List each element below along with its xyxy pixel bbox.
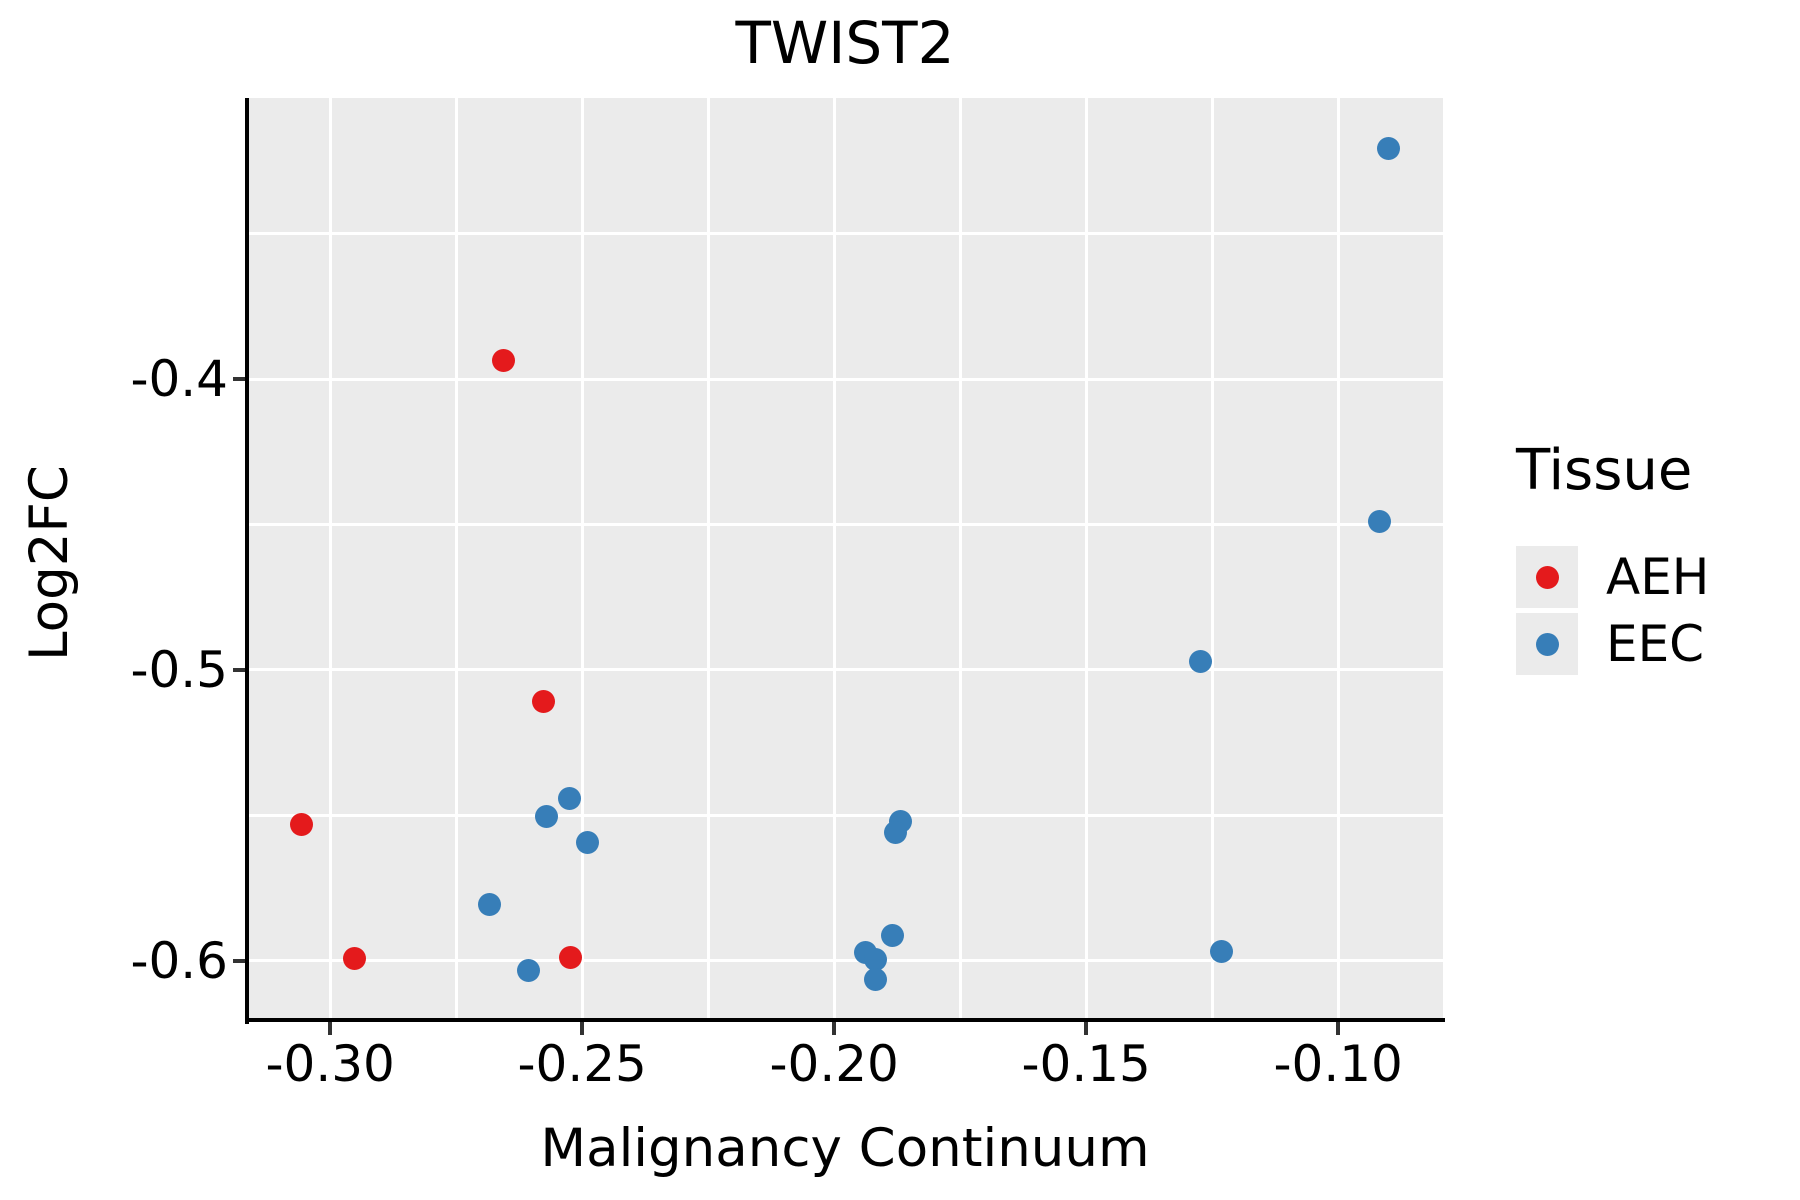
gridline-horizontal [247, 377, 1443, 381]
gridline-vertical [1084, 98, 1088, 1020]
gridline-horizontal [247, 523, 1443, 527]
gridline-vertical [580, 98, 584, 1020]
legend-key [1516, 546, 1578, 608]
data-point-eec [516, 959, 540, 983]
legend-item-label: EEC [1606, 615, 1705, 673]
data-point-eec [534, 804, 558, 828]
data-point-eec [478, 892, 502, 916]
legend: Tissue AEH EEC [1516, 440, 1796, 680]
data-point-eec [575, 831, 599, 855]
y-axis-tick [233, 667, 246, 672]
x-tick-label: -0.30 [265, 1035, 395, 1093]
data-point-eec [1368, 510, 1392, 534]
x-axis-line [245, 1018, 1445, 1022]
x-tick-label: -0.25 [517, 1035, 647, 1093]
data-point-eec [864, 947, 888, 971]
legend-item-eec: EEC [1516, 613, 1796, 675]
gridline-vertical [1210, 98, 1214, 1020]
x-axis-tick [1084, 1022, 1089, 1035]
data-point-eec [1209, 939, 1233, 963]
gridline-vertical [454, 98, 458, 1020]
x-axis-label: Malignancy Continuum [540, 1118, 1150, 1179]
data-point-eec [1189, 650, 1213, 674]
data-point-aeh [289, 812, 313, 836]
data-point-eec [881, 923, 905, 947]
gridline-horizontal [247, 813, 1443, 817]
x-axis-tick [832, 1022, 837, 1035]
eec-point-icon [1535, 632, 1559, 656]
x-tick-label: -0.10 [1273, 1035, 1403, 1093]
legend-item-aeh: AEH [1516, 546, 1796, 608]
data-point-aeh [531, 690, 555, 714]
y-tick-label: -0.5 [130, 640, 228, 699]
gridline-horizontal [247, 668, 1443, 672]
data-point-aeh [558, 946, 582, 970]
gridline-vertical [1336, 98, 1340, 1020]
data-point-eec [558, 786, 582, 810]
y-axis-line [245, 98, 249, 1024]
gridline-horizontal [247, 959, 1443, 963]
gridline-vertical [832, 98, 836, 1020]
legend-title: Tissue [1516, 438, 1693, 503]
data-point-eec [1376, 137, 1400, 161]
y-axis-tick [233, 958, 246, 963]
gridline-vertical [706, 98, 710, 1020]
y-tick-label: -0.4 [130, 350, 228, 409]
chart-title: TWIST2 [735, 9, 955, 77]
data-point-eec [883, 821, 907, 845]
plot-panel [247, 98, 1443, 1020]
gridline-vertical [328, 98, 332, 1020]
y-axis-label: Log2FC [19, 465, 80, 661]
x-tick-label: -0.20 [769, 1035, 899, 1093]
x-axis-tick [328, 1022, 333, 1035]
x-tick-label: -0.15 [1021, 1035, 1151, 1093]
legend-item-label: AEH [1606, 548, 1710, 606]
data-point-eec [864, 967, 888, 991]
y-tick-label: -0.6 [130, 931, 228, 990]
legend-key [1516, 613, 1578, 675]
aeh-point-icon [1535, 565, 1559, 589]
data-point-aeh [492, 349, 516, 373]
x-axis-tick [1336, 1022, 1341, 1035]
data-point-aeh [342, 946, 366, 970]
x-axis-tick [580, 1022, 585, 1035]
y-axis-tick [233, 377, 246, 382]
gridline-vertical [958, 98, 962, 1020]
gridline-horizontal [247, 232, 1443, 236]
